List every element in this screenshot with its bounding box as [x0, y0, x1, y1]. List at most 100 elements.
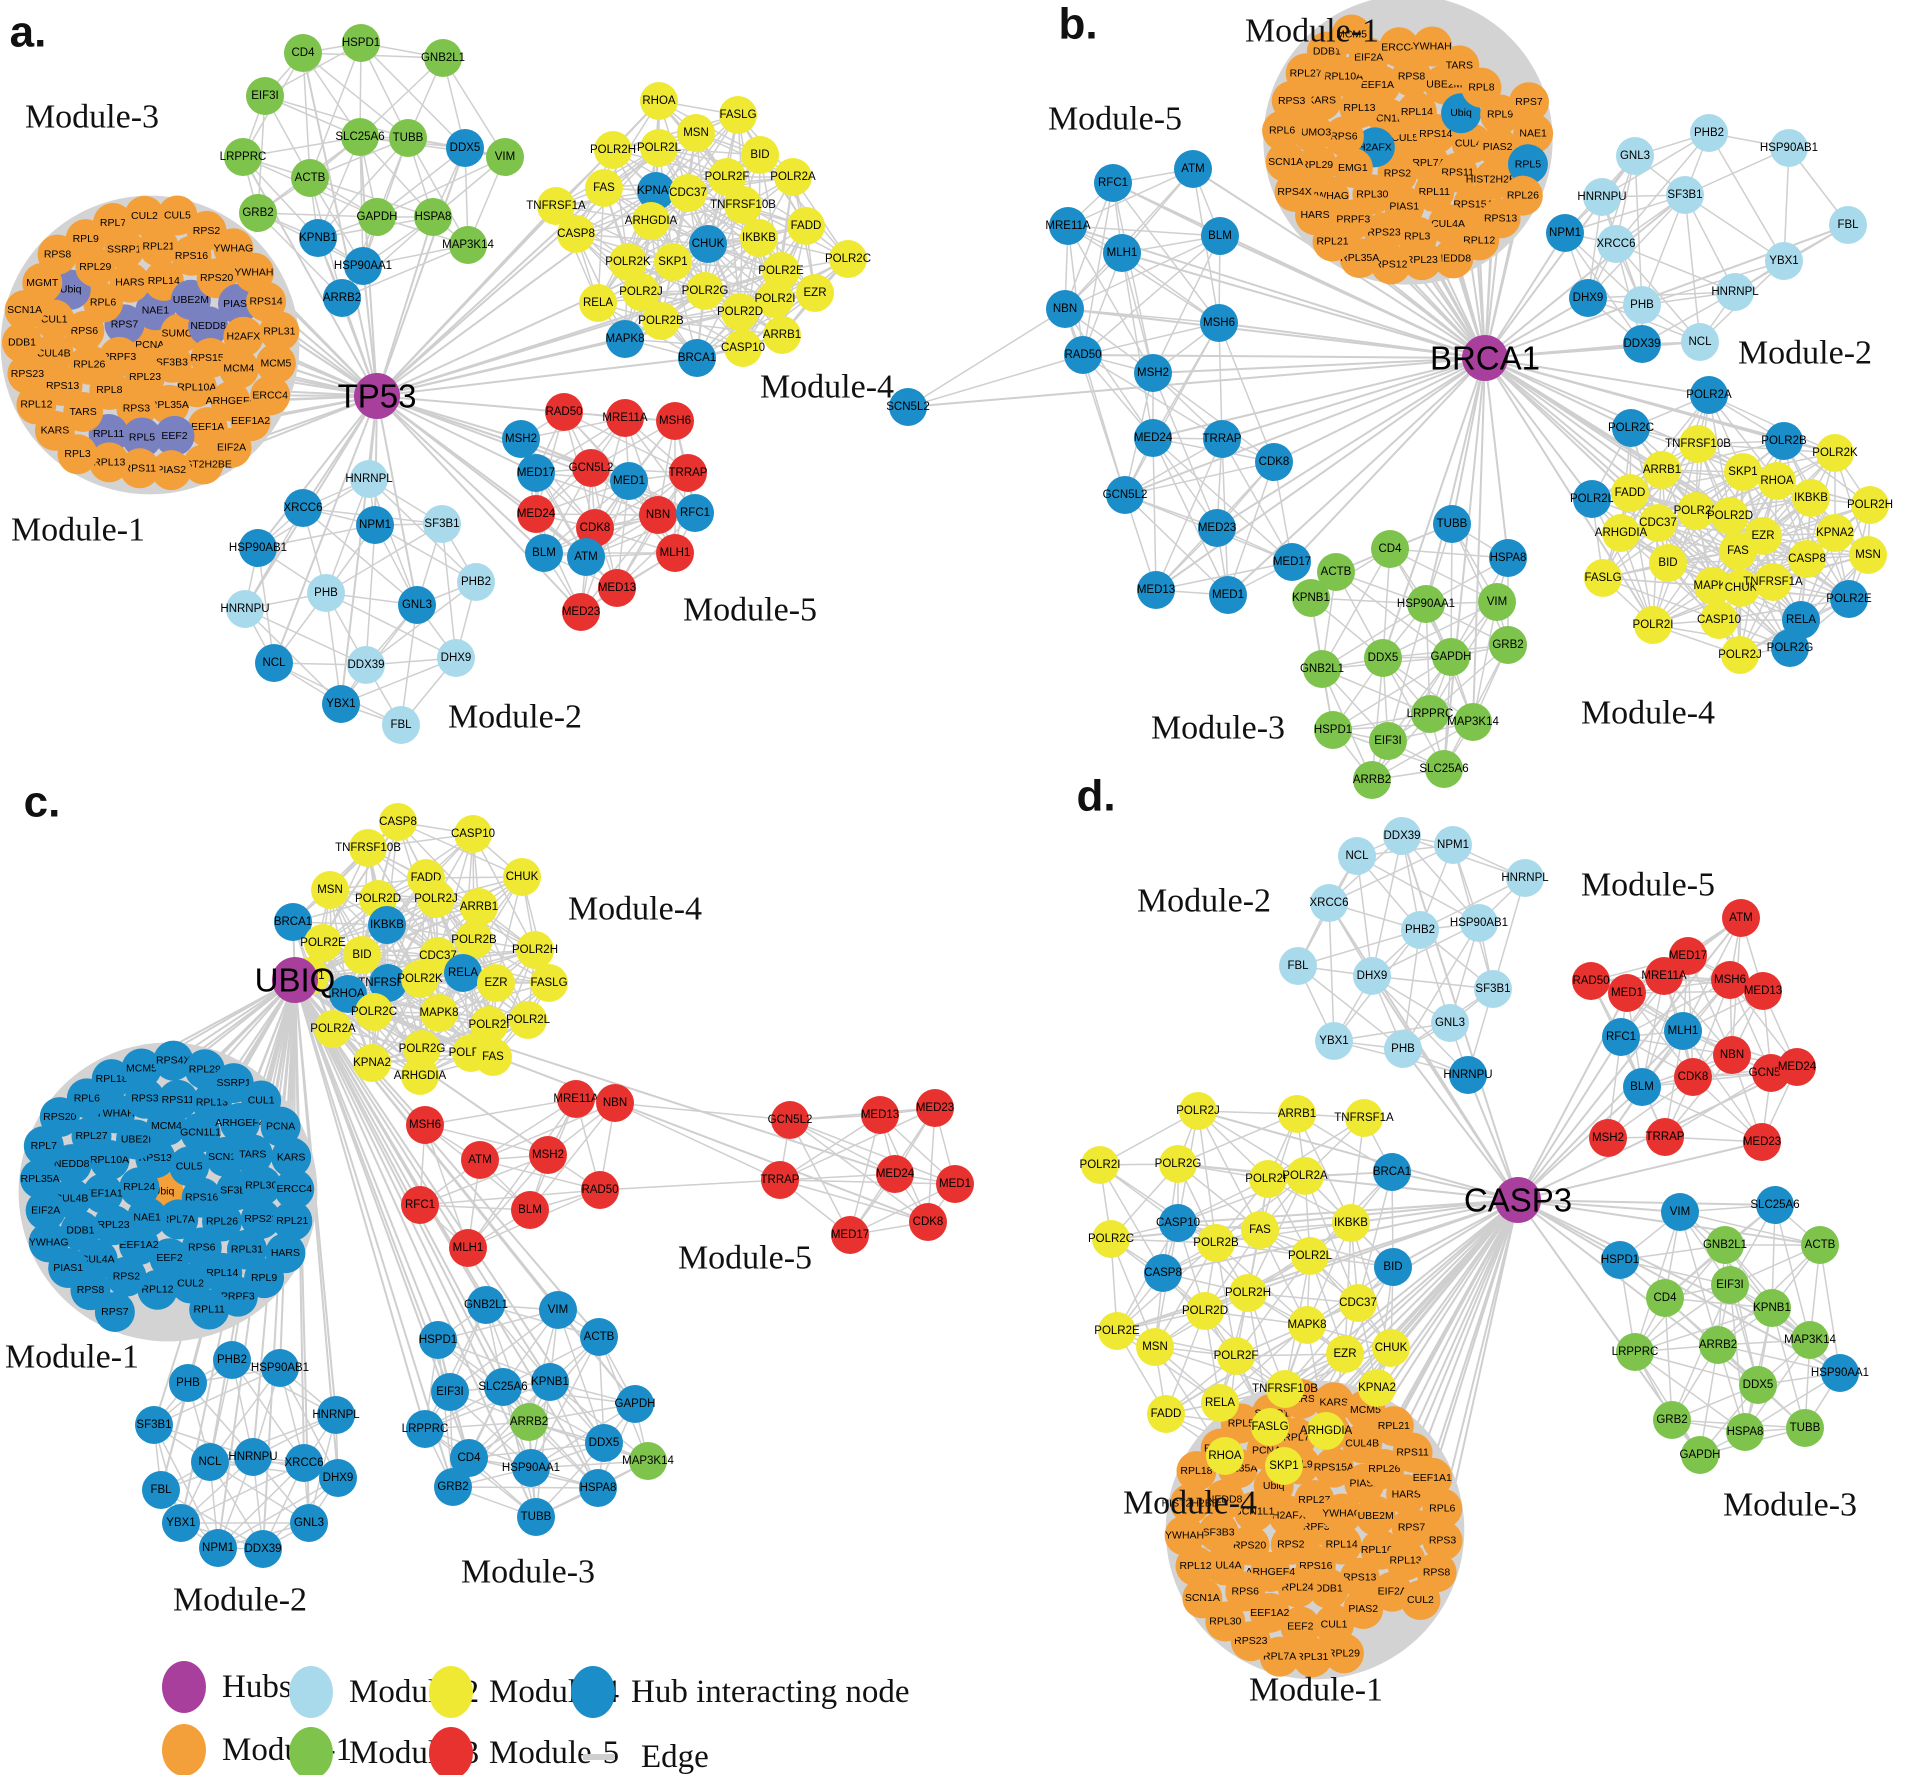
node-RPL12[interactable]: RPL12	[16, 384, 57, 425]
node-MCM4[interactable]: MCM4	[218, 348, 259, 389]
node-FBL[interactable]: FBL	[382, 706, 420, 744]
node-TUBB[interactable]: TUBB	[1433, 505, 1471, 543]
node-TNFRSF10B[interactable]: TNFRSF10B	[1665, 425, 1731, 463]
node-EEF1A2[interactable]: EEF1A2	[230, 401, 271, 442]
node-FADD[interactable]: FADD	[787, 207, 825, 245]
node-EEF2[interactable]: EEF2	[154, 415, 195, 456]
node-POLR2I[interactable]: POLR2I	[1633, 606, 1674, 644]
node-NEDD8[interactable]: NEDD8	[1204, 1479, 1245, 1520]
node-YWHAH[interactable]: YWHAH	[1412, 26, 1453, 67]
node-RAD50[interactable]: RAD50	[545, 393, 583, 431]
node-CASP10[interactable]: CASP10	[451, 815, 495, 853]
node-POLR2E[interactable]: POLR2E	[1826, 580, 1872, 618]
node-MCM5[interactable]: MCM5	[255, 343, 296, 384]
node-PRPF3[interactable]: PRPF3	[99, 336, 140, 377]
node-RPL21[interactable]: RPL21	[138, 226, 179, 267]
node-FAS[interactable]: FAS	[474, 1038, 512, 1076]
node-RFC1[interactable]: RFC1	[1094, 164, 1132, 202]
node-KPNB1[interactable]: KPNB1	[1292, 579, 1330, 617]
node-HNRNPU[interactable]: HNRNPU	[228, 1438, 278, 1476]
node-RHOA[interactable]: RHOA	[640, 82, 678, 120]
node-MAP3K14[interactable]: MAP3K14	[1447, 703, 1499, 741]
node-NBN[interactable]: NBN	[639, 496, 677, 534]
node-MAPK8[interactable]: MAPK8	[1288, 1306, 1327, 1344]
node-NCL[interactable]: NCL	[191, 1443, 229, 1481]
node-GNL3[interactable]: GNL3	[290, 1504, 328, 1542]
node-GNL3[interactable]: GNL3	[1616, 137, 1654, 175]
node-KPNB1[interactable]: KPNB1	[1753, 1289, 1791, 1327]
node-CASP10[interactable]: CASP10	[1156, 1204, 1200, 1242]
node-NCL[interactable]: NCL	[1681, 323, 1719, 361]
node-FASLG[interactable]: FASLG	[530, 964, 568, 1002]
node-HIST2H2BE[interactable]: HIST2H2BE	[1162, 1483, 1219, 1524]
node-POLR2E[interactable]: POLR2E	[1094, 1312, 1140, 1350]
node-KPNA2[interactable]: KPNA2	[1358, 1369, 1396, 1407]
node-MSH6[interactable]: MSH6	[656, 402, 694, 440]
node-RPL35A[interactable]: RPL35A	[149, 384, 190, 425]
node-HNRNPU[interactable]: HNRNPU	[220, 590, 270, 628]
node-GAPDH[interactable]: GAPDH	[615, 1385, 656, 1423]
node-RPL12[interactable]: RPL12	[137, 1269, 178, 1310]
node-CD4[interactable]: CD4	[1371, 530, 1409, 568]
node-MRE11A[interactable]: MRE11A	[602, 399, 648, 437]
node-IKBKB[interactable]: IKBKB	[1332, 1204, 1370, 1242]
node-MAP3K14[interactable]: MAP3K14	[622, 1442, 674, 1480]
node-FAS[interactable]: FAS	[585, 169, 623, 207]
node-SCN1A[interactable]: SCN1A	[1182, 1578, 1223, 1619]
node-NEDD8[interactable]: NEDD8	[188, 306, 229, 347]
node-DDX39[interactable]: DDX39	[347, 646, 385, 684]
node-RELA[interactable]: RELA	[444, 954, 482, 992]
node-NBN[interactable]: NBN	[1046, 290, 1084, 328]
node-ARRB1[interactable]: ARRB1	[1643, 451, 1681, 489]
node-MED13[interactable]: MED13	[598, 569, 636, 607]
node-POLR2C[interactable]: POLR2C	[825, 240, 871, 278]
node-VIM[interactable]: VIM	[539, 1291, 577, 1329]
node-TNFRSF10B[interactable]: TNFRSF10B	[335, 829, 401, 867]
node-EMG1[interactable]: EMG1	[1332, 147, 1373, 188]
node-RPL13[interactable]: RPL13	[89, 442, 130, 483]
node-SUMO3[interactable]: SUMO3	[1292, 112, 1333, 153]
node-HSP90AA1[interactable]: HSP90AA1	[502, 1449, 560, 1487]
node-HSP90AA1[interactable]: HSP90AA1	[1811, 1354, 1869, 1392]
node-CHUK[interactable]: CHUK	[689, 225, 727, 263]
node-CHUK[interactable]: CHUK	[1722, 569, 1760, 607]
node-POLR2I[interactable]: POLR2I	[469, 1006, 510, 1044]
node-EEF1A1[interactable]: EEF1A1	[1412, 1457, 1453, 1498]
node-CUL4A[interactable]: CUL4A	[1204, 1545, 1245, 1586]
node-CHUK[interactable]: CHUK	[503, 858, 541, 896]
node-TNFRSF10B[interactable]: TNFRSF10B	[710, 186, 776, 224]
node-LRPPRC[interactable]: LRPPRC	[402, 1410, 449, 1448]
node-RPS23[interactable]: RPS23	[1364, 212, 1405, 253]
node-CASP8[interactable]: CASP8	[1144, 1254, 1182, 1292]
node-FASLG[interactable]: FASLG	[1251, 1408, 1289, 1446]
node-POLR2K[interactable]: POLR2K	[1245, 1160, 1291, 1198]
node-HSP90AB1[interactable]: HSP90AB1	[251, 1349, 309, 1387]
node-SF3B1[interactable]: SF3B1	[1666, 176, 1704, 214]
node-HNRNPL[interactable]: HNRNPL	[1711, 273, 1759, 311]
node-CASP8[interactable]: CASP8	[557, 215, 595, 253]
node-PHB2[interactable]: PHB2	[1690, 114, 1728, 152]
node-RHOA[interactable]: RHOA	[1758, 462, 1796, 500]
node-RPL7A[interactable]: RPL7A	[158, 1199, 199, 1240]
node-KPNA2[interactable]: KPNA2	[637, 172, 675, 210]
node-HSPD1[interactable]: HSPD1	[1601, 1241, 1639, 1279]
node-FASLG[interactable]: FASLG	[1584, 559, 1622, 597]
node-RELA[interactable]: RELA	[1201, 1384, 1239, 1422]
node-HNRNPL[interactable]: HNRNPL	[345, 460, 393, 498]
node-MRE11A[interactable]: MRE11A	[1641, 957, 1687, 995]
node-TARS[interactable]: TARS	[232, 1134, 273, 1175]
node-HSP90AA1[interactable]: HSP90AA1	[334, 247, 392, 285]
node-DHX9[interactable]: DHX9	[319, 1459, 357, 1497]
node-TRRAP[interactable]: TRRAP	[761, 1161, 800, 1199]
node-RFC1[interactable]: RFC1	[676, 494, 714, 532]
node-SF3B3[interactable]: SF3B3	[1198, 1512, 1239, 1553]
node-GNB2L1[interactable]: GNB2L1	[1703, 1226, 1747, 1264]
node-MSH6[interactable]: MSH6	[406, 1106, 444, 1144]
node-HNRNPU[interactable]: HNRNPU	[1577, 178, 1627, 216]
node-FASLG[interactable]: FASLG	[719, 96, 757, 134]
node-MSN[interactable]: MSN	[311, 871, 349, 909]
node-MED24[interactable]: MED24	[517, 495, 556, 533]
node-HSPA8[interactable]: HSPA8	[579, 1469, 617, 1507]
node-MED13[interactable]: MED13	[1744, 972, 1782, 1010]
node-SLC25A6[interactable]: SLC25A6	[1419, 750, 1469, 788]
